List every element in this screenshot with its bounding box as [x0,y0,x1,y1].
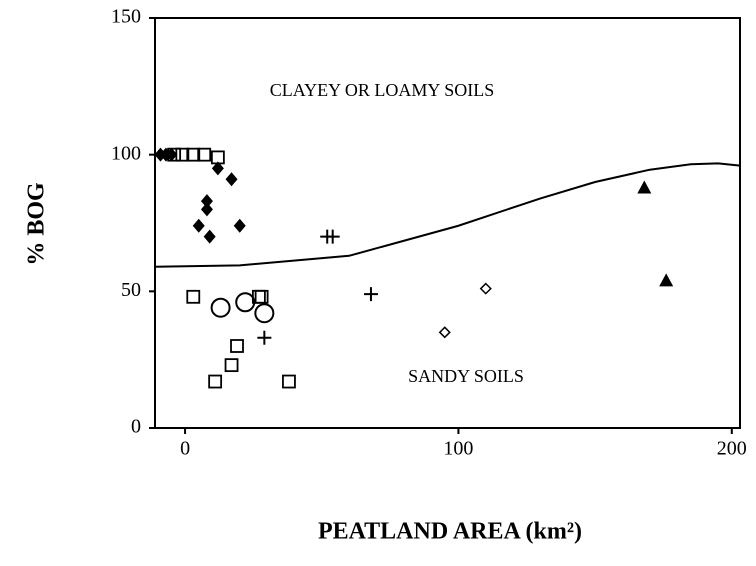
point [282,374,296,389]
point [235,292,256,313]
point [257,330,272,345]
point [325,229,340,244]
point [167,147,182,162]
x-tick-label: 0 [180,438,190,460]
point [254,303,275,324]
point [438,326,451,339]
point [200,202,213,217]
point [363,287,378,302]
point [210,297,231,318]
point [254,289,269,304]
point [659,273,674,287]
point [175,147,190,162]
x-axis-label: PEATLAND AREA (km²) [318,519,582,545]
point [210,150,225,165]
annotation: CLAYEY OR LOAMY SOILS [270,80,495,100]
annotation: SANDY SOILS [408,366,524,386]
point [200,194,213,209]
point [224,358,239,373]
point [233,218,246,233]
plot-frame [154,17,741,429]
x-tick-label: 200 [717,438,747,460]
point [211,161,224,176]
y-tick-label: 50 [121,279,141,301]
point [225,172,238,187]
x-tick-label: 100 [443,438,473,460]
y-axis-label: % BOG [24,182,50,266]
point [479,282,492,295]
point [637,180,652,194]
point [203,229,216,244]
point [192,218,205,233]
y-tick-label: 100 [111,142,141,164]
point [230,339,244,353]
boundary-curve [154,162,741,268]
y-tick-label: 150 [111,6,141,28]
point [186,289,201,304]
y-tick-label: 0 [131,416,141,438]
point [197,147,212,162]
point [208,374,223,389]
point [186,147,201,162]
